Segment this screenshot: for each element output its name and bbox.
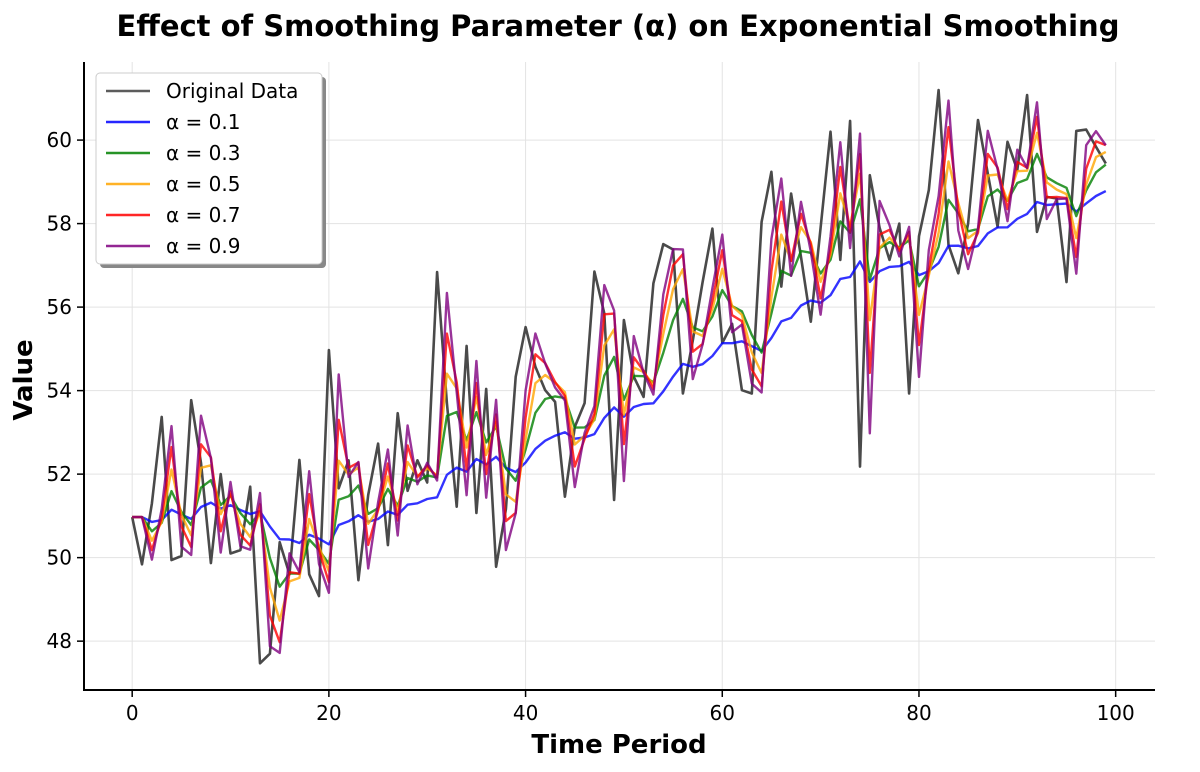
x-axis-label: Time Period <box>531 730 706 760</box>
legend-item: α = 0.3 <box>106 141 240 165</box>
y-ticks: 48 50 52 54 56 58 60 <box>47 128 84 653</box>
legend-label: α = 0.9 <box>166 234 240 258</box>
legend-item: α = 0.5 <box>106 172 240 196</box>
series-alpha-0-9 <box>132 99 1107 655</box>
y-axis-label: Value <box>9 339 39 420</box>
y-tick-label: 50 <box>47 546 72 570</box>
legend-item: α = 0.9 <box>106 234 240 258</box>
x-tick-label: 40 <box>513 701 538 725</box>
x-ticks: 0 20 40 60 80 100 <box>126 690 1135 725</box>
x-tick-label: 60 <box>710 701 735 725</box>
legend-label: α = 0.7 <box>166 203 240 227</box>
axes <box>83 62 1155 691</box>
legend-label: Original Data <box>166 79 298 103</box>
legend-label: α = 0.3 <box>166 141 240 165</box>
x-tick-label: 0 <box>126 701 139 725</box>
legend-label: α = 0.5 <box>166 172 240 196</box>
y-tick-label: 56 <box>47 295 72 319</box>
legend-box <box>95 72 323 265</box>
legend-label: α = 0.1 <box>166 110 240 134</box>
chart-title: Effect of Smoothing Parameter (α) on Exp… <box>117 9 1120 43</box>
legend-item: α = 0.1 <box>106 110 240 134</box>
series-lines <box>130 88 1107 665</box>
y-tick-label: 54 <box>47 379 72 403</box>
legend-item: Original Data <box>106 79 298 103</box>
x-tick-label: 20 <box>316 701 341 725</box>
y-tick-label: 52 <box>47 462 72 486</box>
x-tick-label: 80 <box>906 701 931 725</box>
y-tick-label: 60 <box>47 128 72 152</box>
y-tick-label: 58 <box>47 212 72 236</box>
y-tick-label: 48 <box>47 629 72 653</box>
x-tick-label: 100 <box>1097 701 1135 725</box>
legend: Original Data α = 0.1 α = 0.3 α = 0.5 α = 0.… <box>95 72 326 268</box>
legend-item: α = 0.7 <box>106 203 240 227</box>
